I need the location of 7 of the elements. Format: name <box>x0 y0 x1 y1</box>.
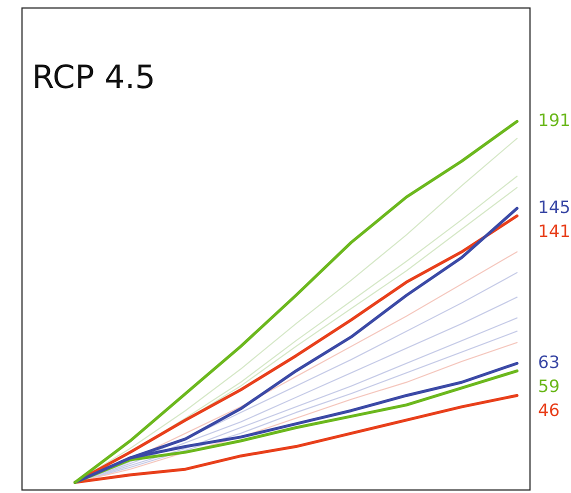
data-label: 63 <box>538 352 560 374</box>
data-label: 59 <box>538 376 560 398</box>
data-label: 141 <box>538 222 570 242</box>
data-label: 145 <box>538 198 570 218</box>
text: RCP 4.5 <box>32 58 156 96</box>
data-label: 46 <box>538 400 560 422</box>
data-label: 191 <box>538 111 570 132</box>
